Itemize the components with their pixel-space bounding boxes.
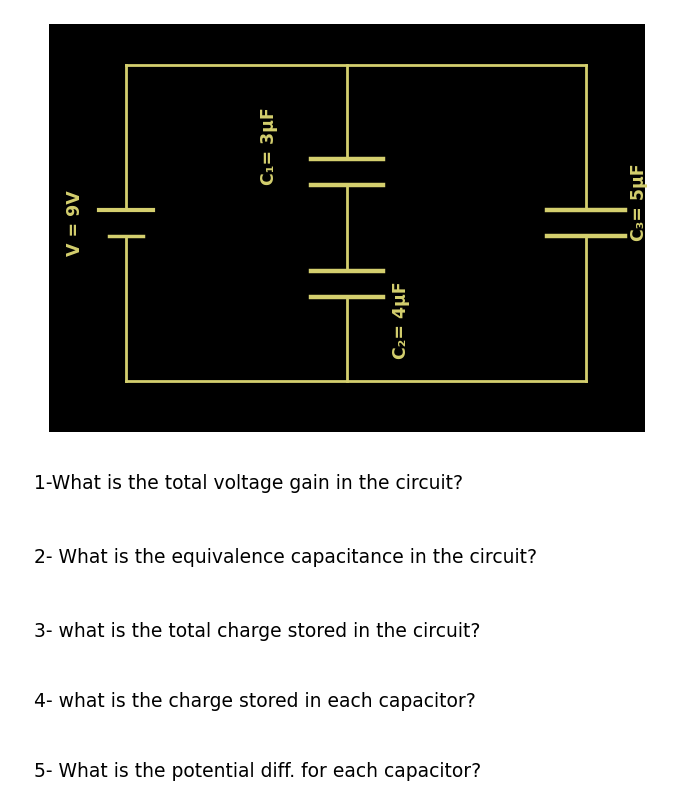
Text: C₂= 4μF: C₂= 4μF xyxy=(391,281,409,358)
Text: 2- What is the equivalence capacitance in the circuit?: 2- What is the equivalence capacitance i… xyxy=(34,548,537,566)
Text: 1-What is the total voltage gain in the circuit?: 1-What is the total voltage gain in the … xyxy=(34,474,463,493)
Text: 3- what is the total charge stored in the circuit?: 3- what is the total charge stored in th… xyxy=(34,622,480,641)
Text: V = 9V: V = 9V xyxy=(67,190,85,256)
Text: C₁= 3μF: C₁= 3μF xyxy=(260,107,278,186)
Text: C₃= 5μF: C₃= 5μF xyxy=(630,164,648,242)
Text: 5- What is the potential diff. for each capacitor?: 5- What is the potential diff. for each … xyxy=(34,762,482,782)
Text: 4- what is the charge stored in each capacitor?: 4- what is the charge stored in each cap… xyxy=(34,692,476,711)
